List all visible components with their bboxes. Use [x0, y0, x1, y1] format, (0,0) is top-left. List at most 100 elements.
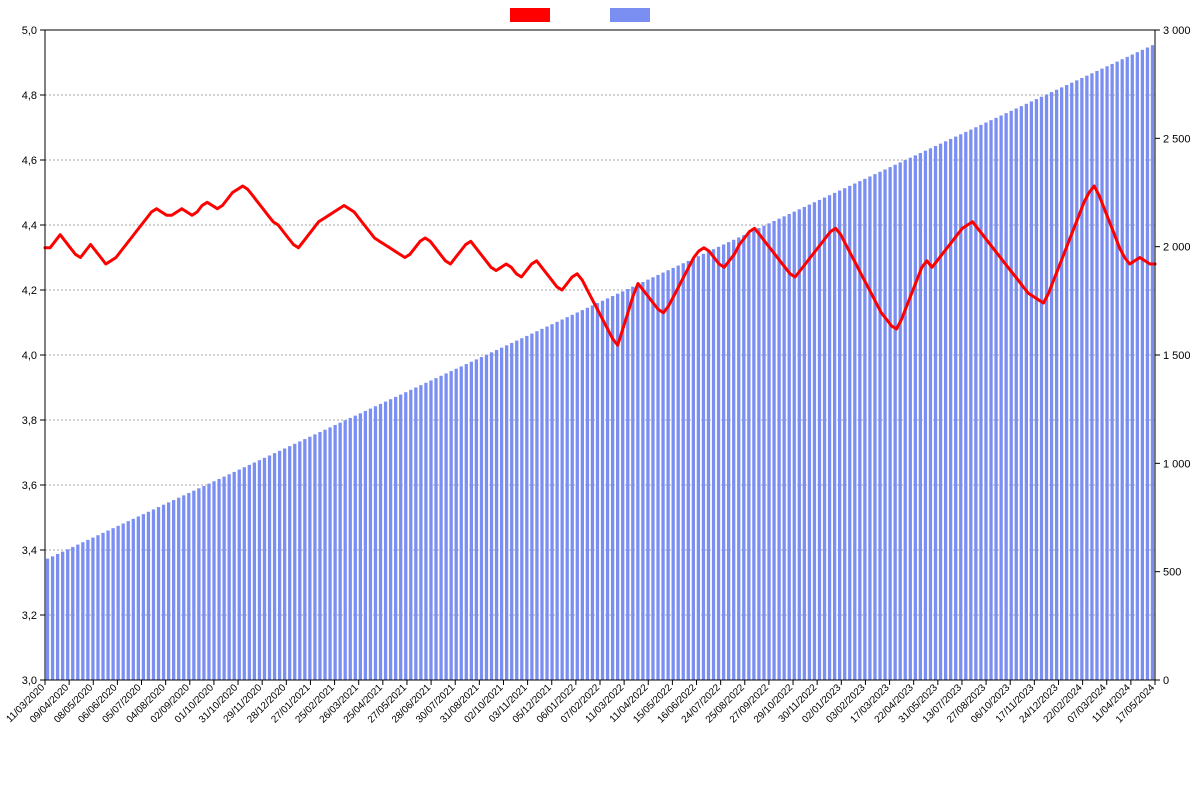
bar [1105, 66, 1108, 680]
bar [182, 495, 185, 680]
bar [641, 282, 644, 680]
bar [1020, 106, 1023, 680]
bar [818, 200, 821, 680]
bar [1095, 71, 1098, 680]
y-right-tick-label: 500 [1163, 567, 1181, 579]
bar [1146, 48, 1149, 680]
bar [106, 531, 109, 680]
bar [212, 481, 215, 680]
bar [1010, 111, 1013, 680]
bar [399, 395, 402, 680]
bar [586, 308, 589, 680]
bar [823, 198, 826, 680]
bar [172, 500, 175, 680]
bar [777, 219, 780, 680]
bar [384, 402, 387, 680]
bar [601, 301, 604, 680]
y-right-tick-label: 0 [1163, 675, 1169, 687]
bar [687, 261, 690, 680]
bar [81, 542, 84, 680]
bar [914, 155, 917, 680]
bar [485, 355, 488, 680]
bar [646, 280, 649, 680]
bar [71, 547, 74, 680]
y-left-tick-label: 3,0 [22, 675, 37, 687]
bar [666, 270, 669, 680]
bar [46, 559, 49, 680]
bar [323, 430, 326, 680]
bar [883, 169, 886, 680]
y-left-tick-label: 4,8 [22, 90, 37, 102]
bar [202, 486, 205, 680]
bar [581, 310, 584, 680]
bar [222, 477, 225, 680]
bar [444, 373, 447, 680]
bar [899, 162, 902, 680]
y-right-tick-label: 2 000 [1163, 242, 1191, 254]
bar [429, 380, 432, 680]
bar [1050, 92, 1053, 680]
bar [717, 247, 720, 680]
bar [217, 479, 220, 680]
bar [495, 350, 498, 680]
bar [1131, 55, 1134, 680]
bar [1070, 83, 1073, 680]
bar [707, 252, 710, 680]
bar [929, 148, 932, 680]
bar [737, 237, 740, 680]
bar [268, 455, 271, 680]
bar [1025, 104, 1028, 680]
bar [722, 244, 725, 680]
bar [465, 364, 468, 680]
chart-svg: 3,03,23,43,63,84,04,24,44,64,85,005001 0… [0, 0, 1200, 800]
bar [56, 554, 59, 680]
bar [863, 179, 866, 680]
bar [354, 416, 357, 680]
bar [243, 467, 246, 680]
bar [561, 320, 564, 680]
y-left-tick-label: 4,0 [22, 350, 37, 362]
bar [475, 359, 478, 680]
bar [273, 453, 276, 680]
bar [1045, 94, 1048, 680]
y-left-tick-label: 4,4 [22, 220, 37, 232]
bar [1151, 45, 1154, 680]
bar [535, 331, 538, 680]
bar [793, 212, 796, 680]
bar [91, 538, 94, 680]
bar [414, 388, 417, 681]
bar [303, 439, 306, 680]
bar [1100, 69, 1103, 680]
bar [1055, 90, 1058, 680]
y-right-tick-label: 2 500 [1163, 133, 1191, 145]
bar [697, 256, 700, 680]
bar [419, 385, 422, 680]
bar [500, 348, 503, 680]
bar [142, 514, 145, 680]
bar [238, 470, 241, 680]
bar [672, 268, 675, 680]
bar [505, 345, 508, 680]
bar [712, 249, 715, 680]
bar [631, 287, 634, 680]
bar [228, 474, 231, 680]
bar [651, 277, 654, 680]
bar [1015, 108, 1018, 680]
bar [162, 505, 165, 680]
bar [122, 523, 125, 680]
bar [828, 195, 831, 680]
bar [258, 460, 261, 680]
y-right-tick-label: 1 500 [1163, 350, 1191, 362]
bar [944, 141, 947, 680]
bar [409, 390, 412, 680]
bar [1075, 80, 1078, 680]
bar [328, 427, 331, 680]
bar [288, 446, 291, 680]
bar [1126, 57, 1129, 680]
bar [924, 151, 927, 680]
legend-bar-swatch [610, 8, 650, 22]
bar [964, 132, 967, 680]
bar [767, 223, 770, 680]
bar [298, 441, 301, 680]
bar [339, 423, 342, 680]
